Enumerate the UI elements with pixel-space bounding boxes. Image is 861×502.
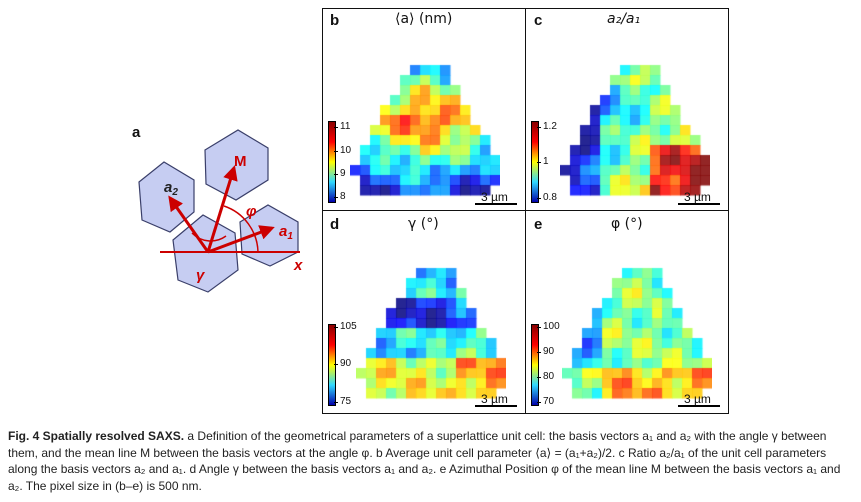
tick-c-2: 0.8 (537, 192, 557, 203)
colorbar-e (531, 324, 539, 406)
panel-a-letter: a (132, 124, 141, 141)
tick-b-2: 9 (334, 168, 346, 179)
tick-d-2: 75 (333, 396, 352, 407)
panel-c-title: a₂/a₁ (607, 11, 641, 27)
arrow-M (206, 165, 238, 253)
label-phi: φ (246, 203, 257, 220)
tick-e-2: 80 (536, 371, 555, 382)
scalebar-e (678, 405, 720, 407)
arrow-a2 (168, 195, 210, 253)
colorbar-d (328, 324, 336, 406)
figure: a a2 M φ a1 x γ (132, 8, 729, 414)
gamma-arc (191, 232, 227, 242)
figure-caption: Fig. 4 Spatially resolved SAXS. a Defini… (8, 428, 856, 494)
cell-M (204, 129, 269, 201)
tick-d-0: 105 (334, 321, 357, 332)
panel-d-letter: d (330, 216, 340, 233)
panel-e-title: φ (°) (611, 216, 643, 232)
label-M: M (234, 153, 247, 170)
label-gamma: γ (196, 267, 206, 284)
panel-d-title: γ (°) (408, 216, 439, 232)
scalebar-d (475, 405, 517, 407)
unit-cell-shapes (138, 129, 299, 293)
cell-center (172, 214, 239, 293)
colorbar-b (328, 121, 336, 203)
arrow-a1 (207, 225, 275, 254)
scalebar-c (678, 203, 720, 205)
tick-c-0: 1.2 (537, 121, 557, 132)
tick-e-1: 90 (536, 346, 555, 357)
vector-arrows (160, 165, 300, 254)
tick-b-0: 11 (333, 121, 351, 132)
panel-c-letter: c (534, 12, 543, 29)
tick-c-1: 1 (537, 156, 549, 167)
tick-b-1: 10 (333, 145, 352, 156)
scalebar-b (475, 203, 517, 205)
scalebar-c-label: 3 µm (684, 190, 711, 204)
panel-b-letter: b (330, 12, 340, 29)
scalebar-e-label: 3 µm (684, 392, 711, 406)
label-x: x (293, 257, 303, 274)
scalebar-b-label: 3 µm (481, 190, 508, 204)
tick-e-3: 70 (536, 396, 555, 407)
caption-text: a Definition of the geometrical paramete… (8, 429, 841, 493)
panel-b-title: ⟨a⟩ (nm) (395, 11, 453, 27)
scalebar-d-label: 3 µm (481, 392, 508, 406)
caption-heading: Fig. 4 Spatially resolved SAXS. (8, 429, 185, 443)
map-b (350, 55, 500, 205)
map-c (560, 55, 710, 205)
tick-b-3: 8 (334, 191, 346, 202)
map-d (356, 258, 506, 408)
label-a2: a2 (164, 179, 178, 198)
unit-cell-diagram: a2 M φ a1 x γ (138, 129, 303, 293)
tick-d-1: 90 (333, 358, 352, 369)
tick-e-0: 100 (537, 321, 560, 332)
label-a1: a1 (279, 223, 293, 242)
phi-arc (223, 205, 259, 253)
map-e (562, 258, 712, 408)
panel-e-letter: e (534, 216, 543, 233)
